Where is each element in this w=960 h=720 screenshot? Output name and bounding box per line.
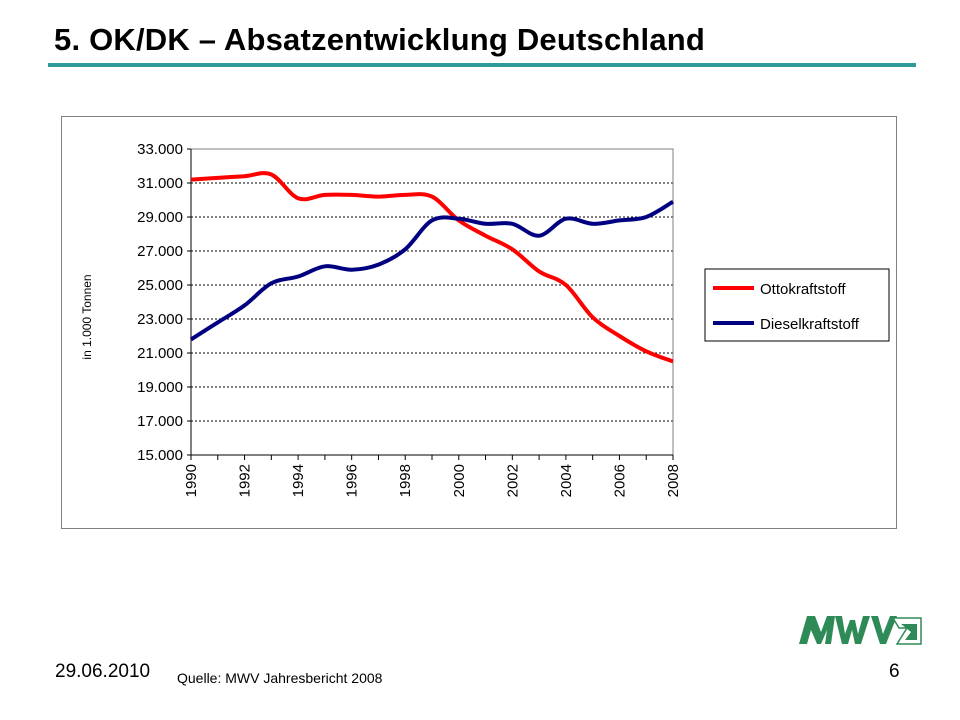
y-tick-label: 31.000 [137,175,183,192]
y-tick-label: 21.000 [137,345,183,362]
legend-label: Dieselkraftstoff [760,316,860,333]
source-note: Quelle: MWV Jahresbericht 2008 [177,670,383,686]
x-tick-label: 2004 [558,464,575,497]
x-tick-label: 2006 [611,464,628,497]
legend-box [704,268,890,342]
legend: Ottokraftstoff Dieselkraftstoff [704,268,890,342]
x-tick-label: 1992 [237,464,254,497]
plot-area [191,149,673,455]
x-tick-label: 2000 [451,464,468,497]
chart-frame: 15.000 17.000 19.000 21.000 23.000 25.000 27.0… [61,116,897,529]
x-tick-label: 1994 [290,464,307,497]
y-tick-label: 15.000 [137,447,183,464]
legend-label: Ottokraftstoff [760,281,846,298]
title-divider [48,63,916,67]
y-axis-label: in 1.000 Tonnen [80,274,94,359]
x-tick-label: 1990 [183,464,200,497]
y-tick-label: 19.000 [137,379,183,396]
y-tick-label: 29.000 [137,209,183,226]
y-tick-label: 33.000 [137,141,183,158]
y-tick-label: 25.000 [137,277,183,294]
line-chart: 15.000 17.000 19.000 21.000 23.000 25.000 27.0… [80,141,890,497]
y-tick-label: 23.000 [137,311,183,328]
page-number: 6 [889,661,900,682]
x-tick-label: 1998 [397,464,414,497]
slide-title: 5. OK/DK – Absatzentwicklung Deutschland [54,22,706,57]
slide-date: 29.06.2010 [55,661,151,682]
y-tick-label: 27.000 [137,243,183,260]
x-tick-label: 1996 [344,464,361,497]
x-tick-label: 2008 [665,464,682,497]
y-tick-label: 17.000 [137,413,183,430]
mwv-logo [799,616,922,645]
x-tick-label: 2002 [504,464,521,497]
